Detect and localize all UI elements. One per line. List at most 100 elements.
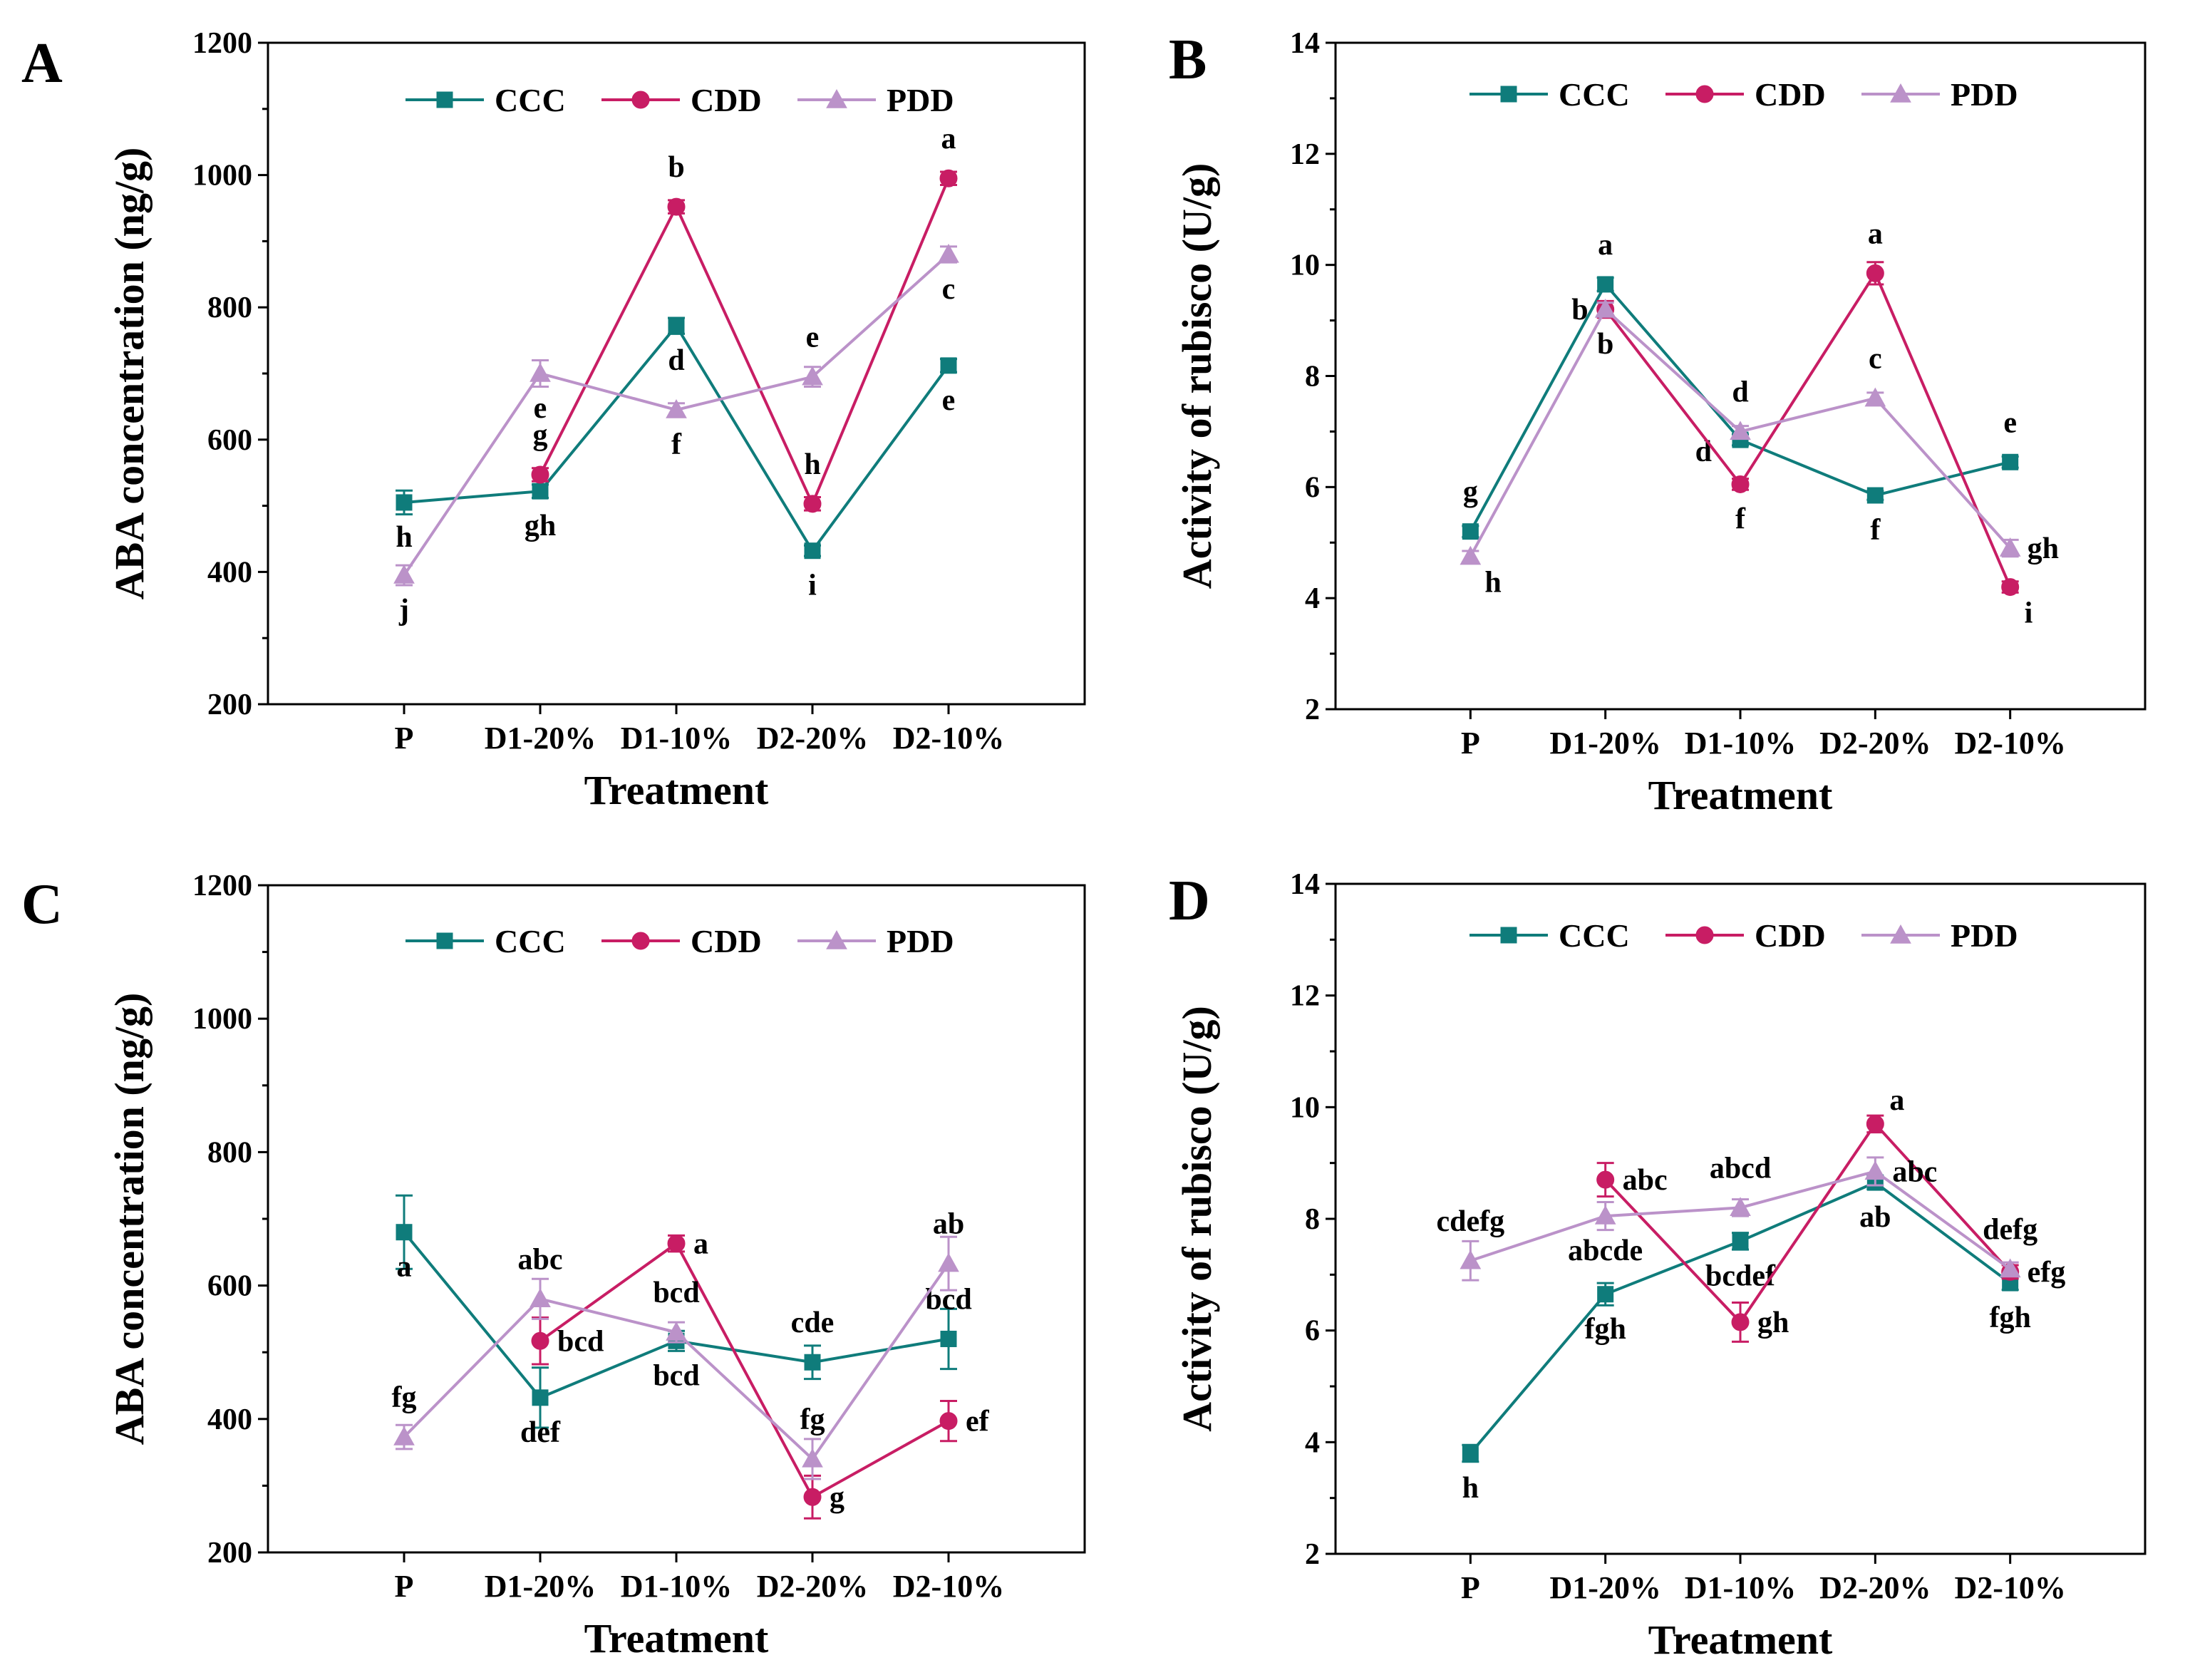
- data-point: [1597, 276, 1614, 293]
- significance-label: d: [1695, 436, 1712, 468]
- y-tick-label: 200: [207, 1537, 252, 1570]
- significance-label: bcd: [653, 1359, 699, 1392]
- legend-marker: [1500, 927, 1517, 944]
- data-point: [1732, 1232, 1749, 1249]
- data-point: [667, 1235, 686, 1253]
- significance-label: bcd: [557, 1325, 604, 1358]
- significance-label: cde: [791, 1307, 835, 1339]
- significance-label: fg: [392, 1381, 417, 1414]
- x-tick-label: D2-10%: [1954, 726, 2065, 761]
- significance-label: gh: [525, 510, 556, 542]
- data-point: [393, 1426, 415, 1445]
- significance-label: abcde: [1568, 1235, 1643, 1267]
- x-tick-label: D1-20%: [1549, 726, 1660, 761]
- x-axis-title: Treatment: [584, 1615, 769, 1661]
- x-tick-label: P: [395, 1569, 414, 1604]
- panel-b: B 2 4 6 8 10 12 14 P D1-20% D1-10% D2-20% D2-10% Trea…: [1169, 27, 2147, 818]
- data-point: [1462, 523, 1479, 540]
- significance-label: e: [2003, 406, 2017, 439]
- significance-label: f: [671, 428, 682, 461]
- y-tick-label: 600: [207, 1270, 252, 1303]
- significance-label: cdefg: [1437, 1205, 1505, 1238]
- y-tick-label: 200: [207, 689, 252, 721]
- data-point: [938, 1252, 959, 1272]
- significance-label: def: [520, 1416, 561, 1449]
- series-cdd: g b h a: [531, 123, 958, 513]
- y-tick-label: 4: [1305, 1426, 1320, 1459]
- y-tick-label: 400: [207, 556, 252, 589]
- significance-label: fgh: [1584, 1313, 1626, 1346]
- significance-label: b: [1571, 294, 1588, 326]
- x-tick-label: D2-20%: [757, 721, 868, 756]
- panel-letter: C: [21, 873, 63, 936]
- significance-label: a: [941, 123, 956, 155]
- x-tick-label: D1-10%: [1685, 1570, 1796, 1605]
- series-cdd: b f a i: [1571, 217, 2033, 629]
- significance-label: e: [534, 392, 547, 425]
- data-point: [1731, 1313, 1750, 1331]
- y-tick-label: 8: [1305, 361, 1320, 393]
- x-tick-label: D1-10%: [621, 721, 732, 756]
- significance-label: a: [1598, 229, 1613, 262]
- data-point: [1866, 1115, 1884, 1133]
- x-tick-label: D2-10%: [1954, 1570, 2065, 1605]
- x-tick-label: D2-10%: [893, 1569, 1004, 1604]
- data-point: [1594, 298, 1616, 318]
- significance-label: efg: [2028, 1256, 2066, 1289]
- data-point: [802, 366, 823, 386]
- legend: CCC CDD PDD: [1470, 76, 2018, 113]
- x-tick-label: D1-20%: [485, 1569, 596, 1604]
- series-pdd: j e f e c: [393, 243, 959, 627]
- legend-label: PDD: [887, 923, 954, 959]
- data-point: [666, 1321, 687, 1341]
- y-tick-label: 12: [1290, 138, 1320, 171]
- significance-label: e: [942, 384, 956, 417]
- data-point: [668, 317, 685, 334]
- data-point: [532, 483, 549, 500]
- series-cdd: abc gh a efg: [1596, 1084, 2066, 1343]
- data-point: [803, 1488, 822, 1506]
- data-point: [940, 357, 957, 374]
- significance-label: abc: [518, 1243, 563, 1276]
- legend-marker: [436, 932, 453, 949]
- significance-label: i: [808, 570, 817, 602]
- legend-label: CDD: [1755, 76, 1826, 113]
- data-point: [530, 362, 551, 382]
- y-tick-label: 2: [1305, 694, 1320, 726]
- series-line: [539, 1241, 949, 1500]
- significance-label: ef: [966, 1406, 990, 1438]
- data-point: [667, 197, 686, 216]
- legend-marker: [1500, 86, 1517, 103]
- panel-d: D 2 4 6 8 10 12 14 P D1-20% D1-10% D2-20% D2-10% Trea…: [1169, 868, 2147, 1663]
- significance-label: h: [1462, 1472, 1479, 1505]
- data-point: [804, 1354, 821, 1371]
- data-point: [1864, 1160, 1886, 1180]
- data-point: [530, 1288, 551, 1308]
- y-tick-label: 6: [1305, 1315, 1320, 1348]
- legend-marker: [1695, 926, 1714, 944]
- significance-label: h: [804, 448, 820, 481]
- series-pdd: fg abc bcd fg ab: [392, 1208, 964, 1480]
- legend-marker: [1890, 83, 1911, 103]
- y-tick-label: 8: [1305, 1203, 1320, 1236]
- data-point: [938, 243, 959, 263]
- y-axis-title: Activity of rubisco (U/g): [1174, 163, 1220, 589]
- y-axis-title: ABA concentration (ng/g): [106, 993, 153, 1445]
- panel-letter: B: [1169, 29, 1207, 91]
- x-tick-label: P: [1461, 1570, 1480, 1605]
- significance-label: d: [1732, 376, 1748, 408]
- x-tick-label: P: [395, 721, 414, 756]
- panel-a: A 200 400 600 800 1000 1200 P D1-20% D1-10% D2-20%…: [21, 27, 1086, 813]
- x-tick-label: D2-20%: [1819, 726, 1931, 761]
- x-tick-label: D2-20%: [757, 1569, 868, 1604]
- data-point: [939, 169, 958, 187]
- x-tick-label: D2-20%: [1819, 1570, 1931, 1605]
- legend-label: CCC: [495, 923, 566, 959]
- x-axis-title: Treatment: [1648, 1617, 1833, 1663]
- data-point: [666, 399, 687, 418]
- legend-label: PDD: [1951, 917, 2018, 954]
- significance-label: c: [1869, 343, 1882, 376]
- significance-label: j: [398, 594, 409, 627]
- legend-label: CCC: [1559, 76, 1630, 113]
- y-tick-label: 12: [1290, 980, 1320, 1013]
